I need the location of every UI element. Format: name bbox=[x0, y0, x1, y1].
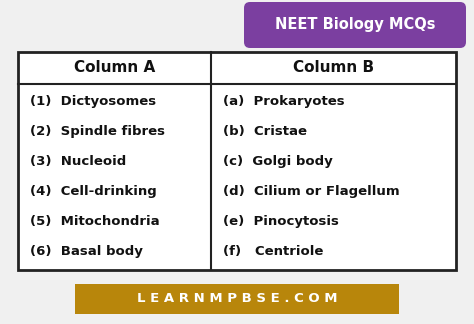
Text: (a)  Prokaryotes: (a) Prokaryotes bbox=[223, 96, 344, 109]
Text: (1)  Dictyosomes: (1) Dictyosomes bbox=[30, 96, 156, 109]
Text: (f)   Centriole: (f) Centriole bbox=[223, 246, 323, 259]
Text: Column A: Column A bbox=[74, 61, 155, 75]
Text: (4)  Cell-drinking: (4) Cell-drinking bbox=[30, 186, 157, 199]
Text: (5)  Mitochondria: (5) Mitochondria bbox=[30, 215, 160, 228]
Text: (b)  Cristae: (b) Cristae bbox=[223, 125, 307, 138]
Text: (3)  Nucleoid: (3) Nucleoid bbox=[30, 156, 126, 168]
Text: (6)  Basal body: (6) Basal body bbox=[30, 246, 143, 259]
Bar bbox=[18, 52, 456, 270]
Bar bbox=[75, 284, 399, 314]
Text: NEET Biology MCQs: NEET Biology MCQs bbox=[275, 17, 435, 32]
Text: (d)  Cilium or Flagellum: (d) Cilium or Flagellum bbox=[223, 186, 399, 199]
Text: (e)  Pinocytosis: (e) Pinocytosis bbox=[223, 215, 338, 228]
FancyBboxPatch shape bbox=[244, 2, 466, 48]
Text: (2)  Spindle fibres: (2) Spindle fibres bbox=[30, 125, 165, 138]
Text: L E A R N M P B S E . C O M: L E A R N M P B S E . C O M bbox=[137, 293, 337, 306]
Text: Column B: Column B bbox=[293, 61, 374, 75]
Text: (c)  Golgi body: (c) Golgi body bbox=[223, 156, 332, 168]
